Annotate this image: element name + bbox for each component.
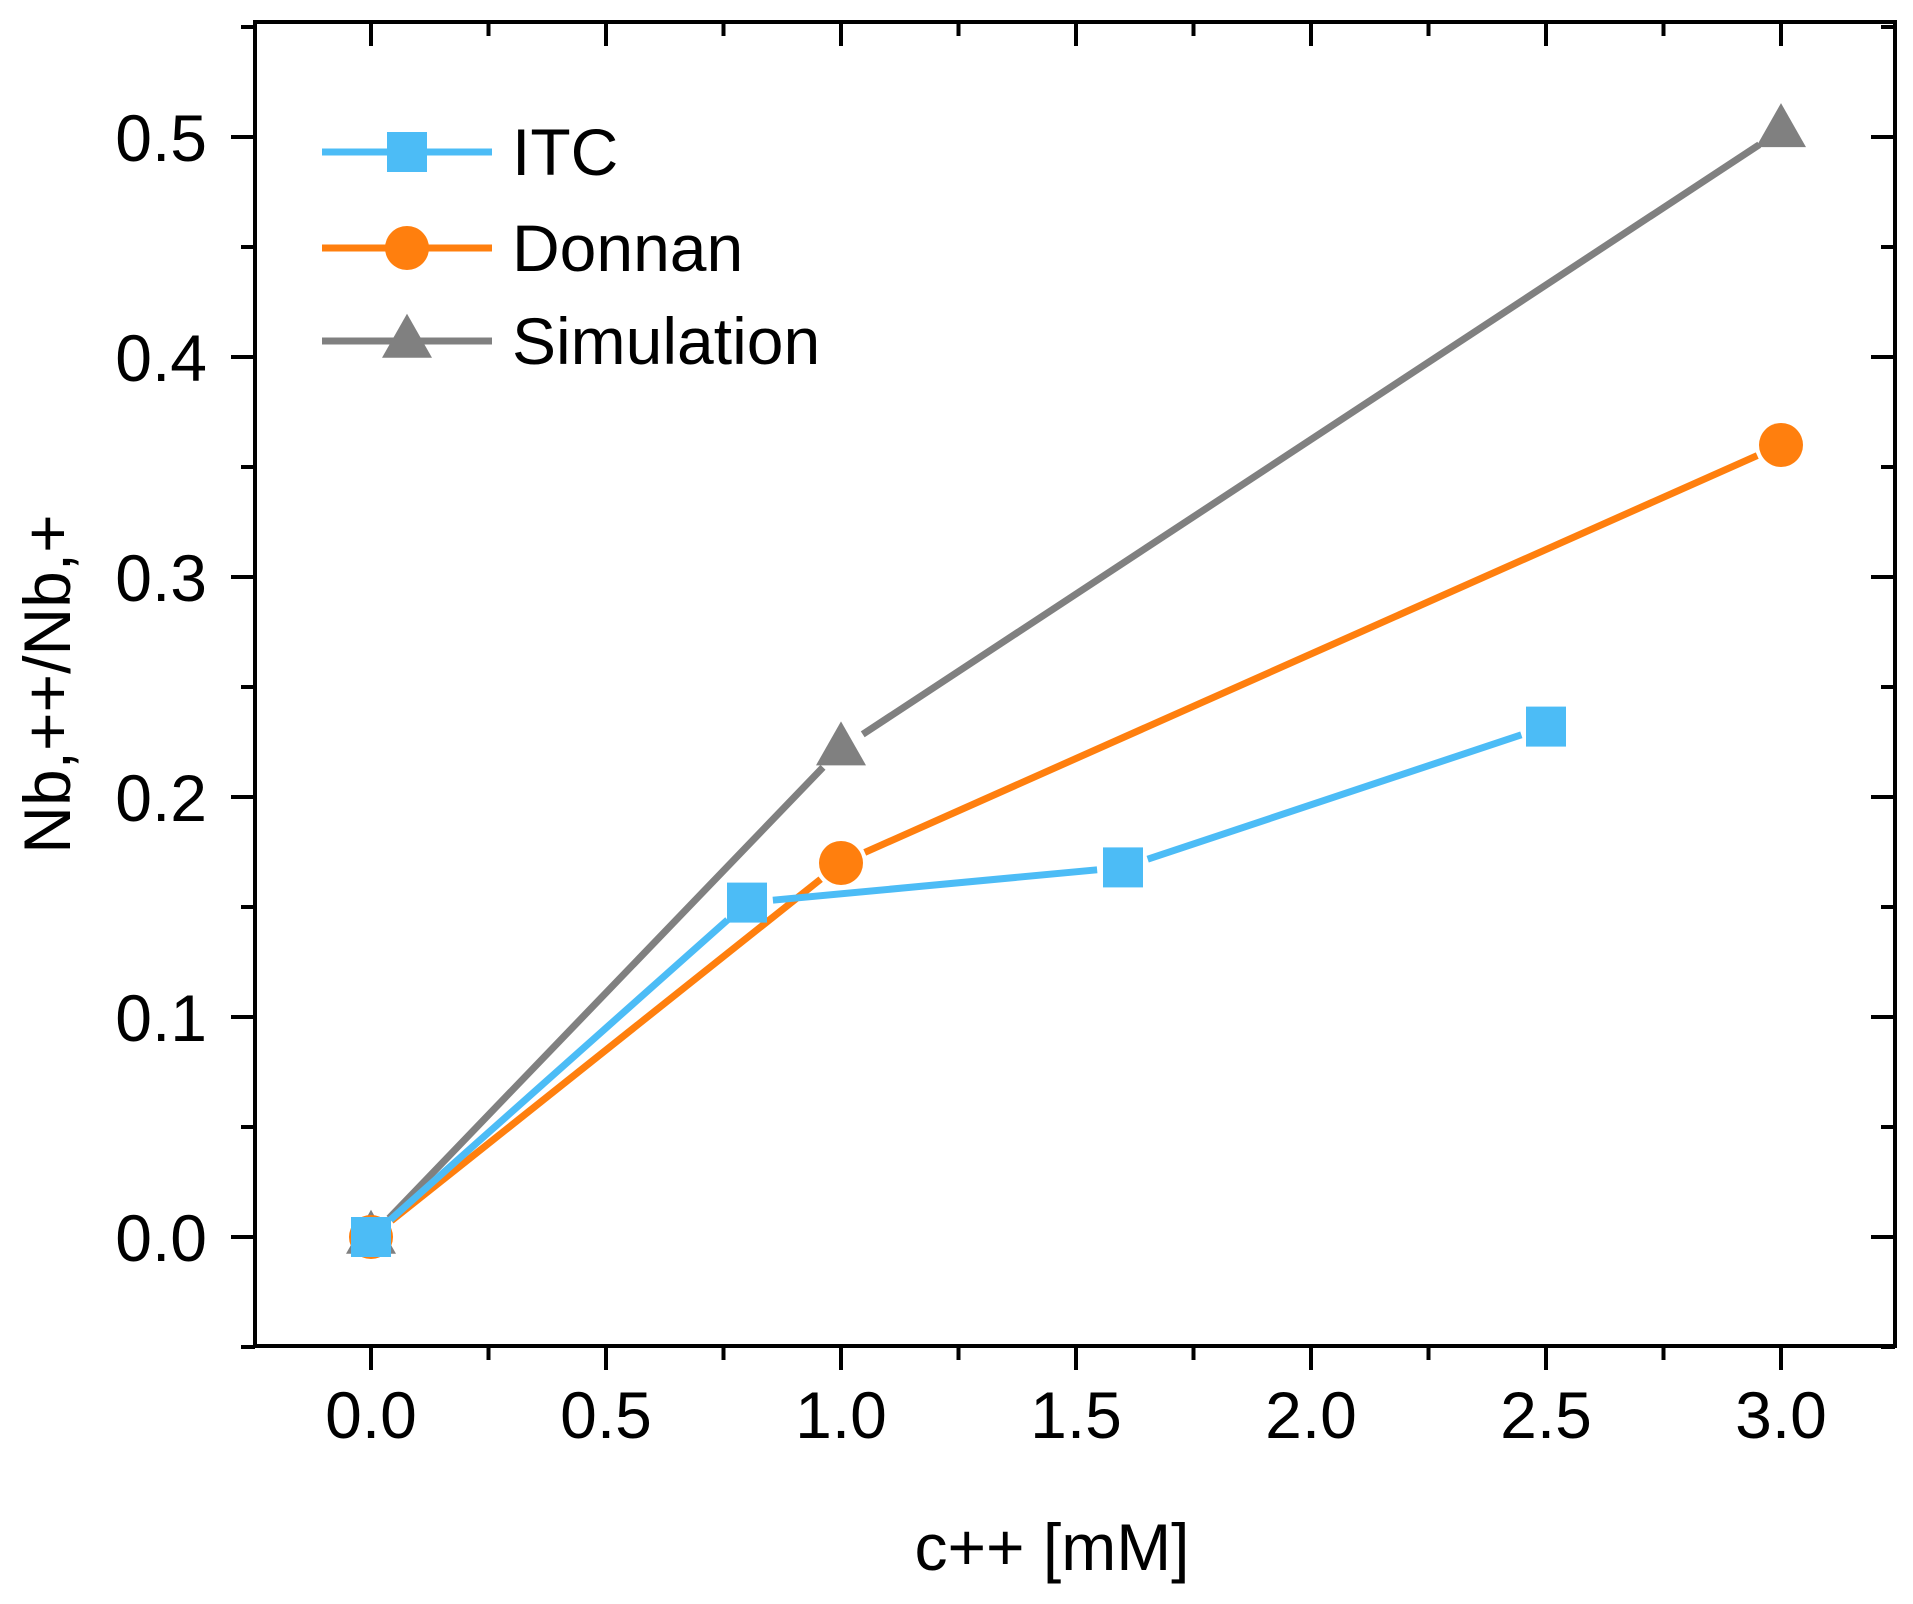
y-tick-label: 0.1 [115,981,207,1055]
itc-point [727,882,767,923]
itc-point [351,1217,391,1257]
series-simulation [346,103,1806,1254]
donnan-point [1759,423,1803,467]
simulation-line-segment [860,141,1762,738]
itc-line-segment [388,917,730,1223]
x-tick-label: 1.5 [1030,1378,1122,1452]
legend-marker-itc [387,132,427,172]
y-axis-title: Nb,++/Nb,+ [10,514,84,853]
simulation-point [1756,103,1806,148]
x-axis-title: c++ [mM] [914,1510,1189,1584]
donnan-line-segment [389,876,823,1224]
y-tick-label: 0.2 [115,761,207,835]
legend-item-simulation: Simulation [322,304,820,378]
itc-point [1103,847,1143,888]
series-itc [351,706,1566,1257]
itc-point [1526,706,1566,747]
simulation-line-segment [386,764,826,1221]
itc-line-segment [1146,731,1523,863]
y-tick-labels: 0.0 0.1 0.2 0.3 0.4 0.5 [115,101,207,1275]
legend-item-itc: ITC [322,115,618,189]
y-tick-label: 0.0 [115,1201,207,1275]
legend-marker-simulation [382,313,432,358]
plot-frame [253,20,1897,1348]
donnan-point [819,841,863,885]
legend-marker-donnan [385,226,429,270]
y-tick-label: 0.3 [115,541,207,615]
legend-label-donnan: Donnan [512,211,743,285]
donnan-line-segment [863,452,1759,856]
series-donnan [349,423,1803,1259]
legend-item-donnan: Donnan [322,211,743,285]
x-tick-label: 3.0 [1735,1378,1827,1452]
x-tick-label: 0.0 [325,1378,417,1452]
x-tick-label: 0.5 [560,1378,652,1452]
simulation-point [816,721,866,766]
x-tick-label: 2.0 [1265,1378,1357,1452]
x-tick-labels: 0.0 0.5 1.0 1.5 2.0 2.5 3.0 [325,1378,1827,1452]
legend-label-simulation: Simulation [512,304,820,378]
y-tick-label: 0.5 [115,101,207,175]
x-tick-label: 2.5 [1500,1378,1592,1452]
x-tick-label: 1.0 [795,1378,887,1452]
itc-line-segment [772,866,1098,904]
legend: ITC Donnan Simulation [322,115,820,378]
axis-ticks [231,22,1895,1370]
y-tick-label: 0.4 [115,321,207,395]
series-layer [346,103,1806,1259]
legend-label-itc: ITC [512,115,618,189]
